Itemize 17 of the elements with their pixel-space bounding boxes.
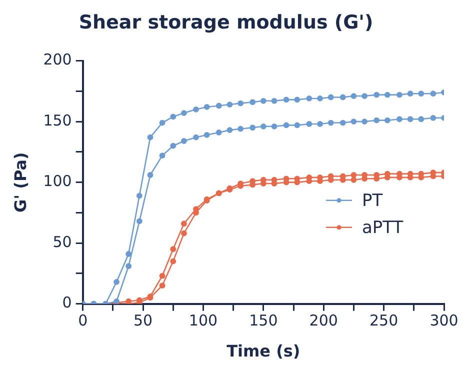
x-tick-label: 150: [249, 312, 278, 330]
x-tick-label: 100: [188, 312, 218, 330]
x-tick-label: 50: [133, 312, 153, 330]
x-axis-title: Time (s): [226, 342, 300, 361]
y-axis-title: G' (Pa): [10, 152, 30, 212]
y-tick-label: 50: [52, 232, 72, 251]
chart-title: Shear storage modulus (G'): [78, 11, 374, 34]
x-tick-label: 300: [430, 312, 458, 330]
y-tick-label: 200: [43, 50, 72, 69]
x-tick-label: 250: [369, 312, 398, 330]
y-tick-label: 100: [43, 172, 72, 190]
legend-label: PT: [362, 190, 384, 211]
x-tick-label: 200: [309, 312, 338, 330]
legend-label: aPTT: [362, 218, 404, 238]
y-tick-label: 0: [62, 294, 72, 312]
y-tick-label: 150: [43, 111, 72, 130]
x-tick-label: 0: [78, 312, 88, 330]
